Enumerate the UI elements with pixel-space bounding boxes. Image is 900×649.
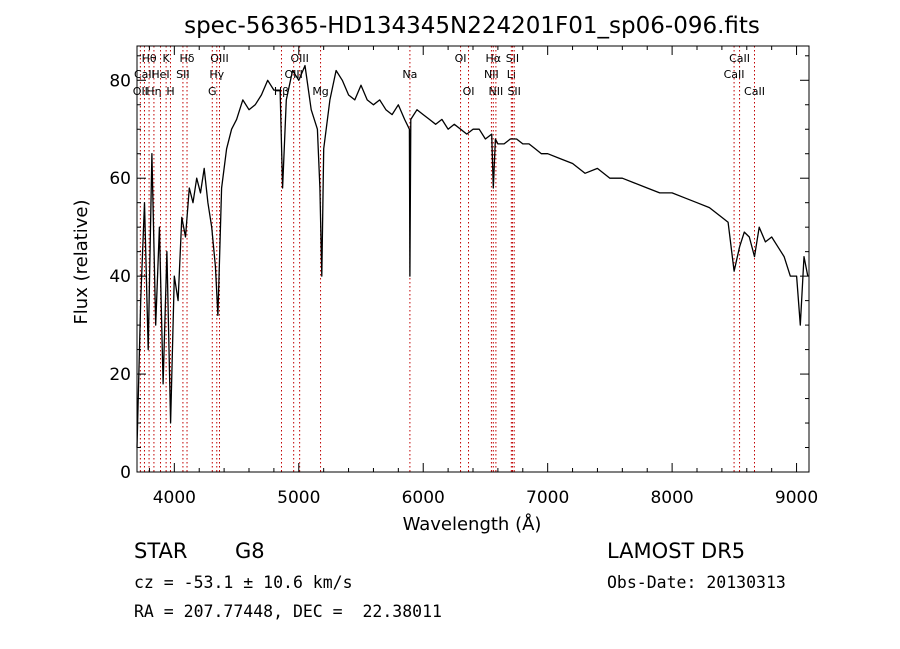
- x-tick-label: 4000: [153, 488, 196, 508]
- line-marker-label: Hα: [486, 52, 502, 65]
- chart-title: spec-56365-HD134345N224201F01_sp06-096.f…: [184, 13, 760, 39]
- x-tick-label: 7000: [526, 488, 569, 508]
- line-marker-label: SII: [506, 52, 519, 65]
- line-marker-label: HeI: [151, 68, 169, 81]
- line-marker-label: Mg: [312, 85, 328, 98]
- line-marker-label: Hγ: [209, 68, 224, 81]
- line-marker-label: NII: [489, 85, 504, 98]
- y-tick-label: 80: [109, 71, 131, 91]
- line-marker-label: Li: [507, 68, 516, 81]
- x-tick-label: 6000: [402, 488, 445, 508]
- line-marker-label: SII: [176, 68, 189, 81]
- x-tick-label: 8000: [650, 488, 693, 508]
- object-class: STAR: [134, 539, 188, 563]
- line-marker-label: CaII: [744, 85, 765, 98]
- y-tick-label: 40: [109, 267, 131, 287]
- line-marker-label: CaII: [724, 68, 745, 81]
- x-axis: 4000 5000 6000 7000 8000 9000: [148, 46, 818, 508]
- y-axis-label: Flux (relative): [71, 199, 92, 324]
- y-axis: 0 20 40 60 80: [109, 55, 809, 483]
- line-marker-label: NII: [484, 68, 499, 81]
- survey-name: LAMOST DR5: [607, 539, 746, 563]
- line-marker-label: G: [208, 85, 217, 98]
- line-marker-label: Hη: [146, 85, 161, 98]
- y-tick-label: 0: [120, 463, 131, 483]
- line-marker-label: SII: [507, 85, 520, 98]
- y-tick-label: 60: [109, 169, 131, 189]
- line-marker-label: OI: [455, 52, 467, 65]
- object-subclass: G8: [235, 539, 265, 563]
- obs-date: Obs-Date: 20130313: [607, 573, 786, 592]
- line-marker-label: Hθ: [142, 52, 157, 65]
- line-marker-label: K: [163, 52, 171, 65]
- y-tick-label: 20: [109, 365, 131, 385]
- plot-frame: [136, 45, 810, 473]
- line-marker-label: Hδ: [180, 52, 195, 65]
- x-tick-label: 5000: [277, 488, 320, 508]
- redshift-readout: cz = -53.1 ± 10.6 km/s: [134, 573, 353, 592]
- spectrum-line: [136, 64, 809, 448]
- line-marker-label: OIII: [284, 68, 302, 81]
- coordinates: RA = 207.77448, DEC = 22.38011: [134, 602, 442, 621]
- line-marker-label: CaII: [729, 52, 750, 65]
- line-marker-label: CaII: [134, 68, 155, 81]
- line-marker-label: Hβ: [274, 85, 289, 98]
- line-marker-label: OIII: [290, 52, 308, 65]
- line-marker-label: Na: [402, 68, 417, 81]
- line-marker-label: OI: [463, 85, 475, 98]
- line-marker-label: H: [166, 85, 174, 98]
- x-tick-label: 9000: [775, 488, 818, 508]
- line-marker-label: OIII: [210, 52, 228, 65]
- x-axis-label: Wavelength (Å): [403, 513, 542, 535]
